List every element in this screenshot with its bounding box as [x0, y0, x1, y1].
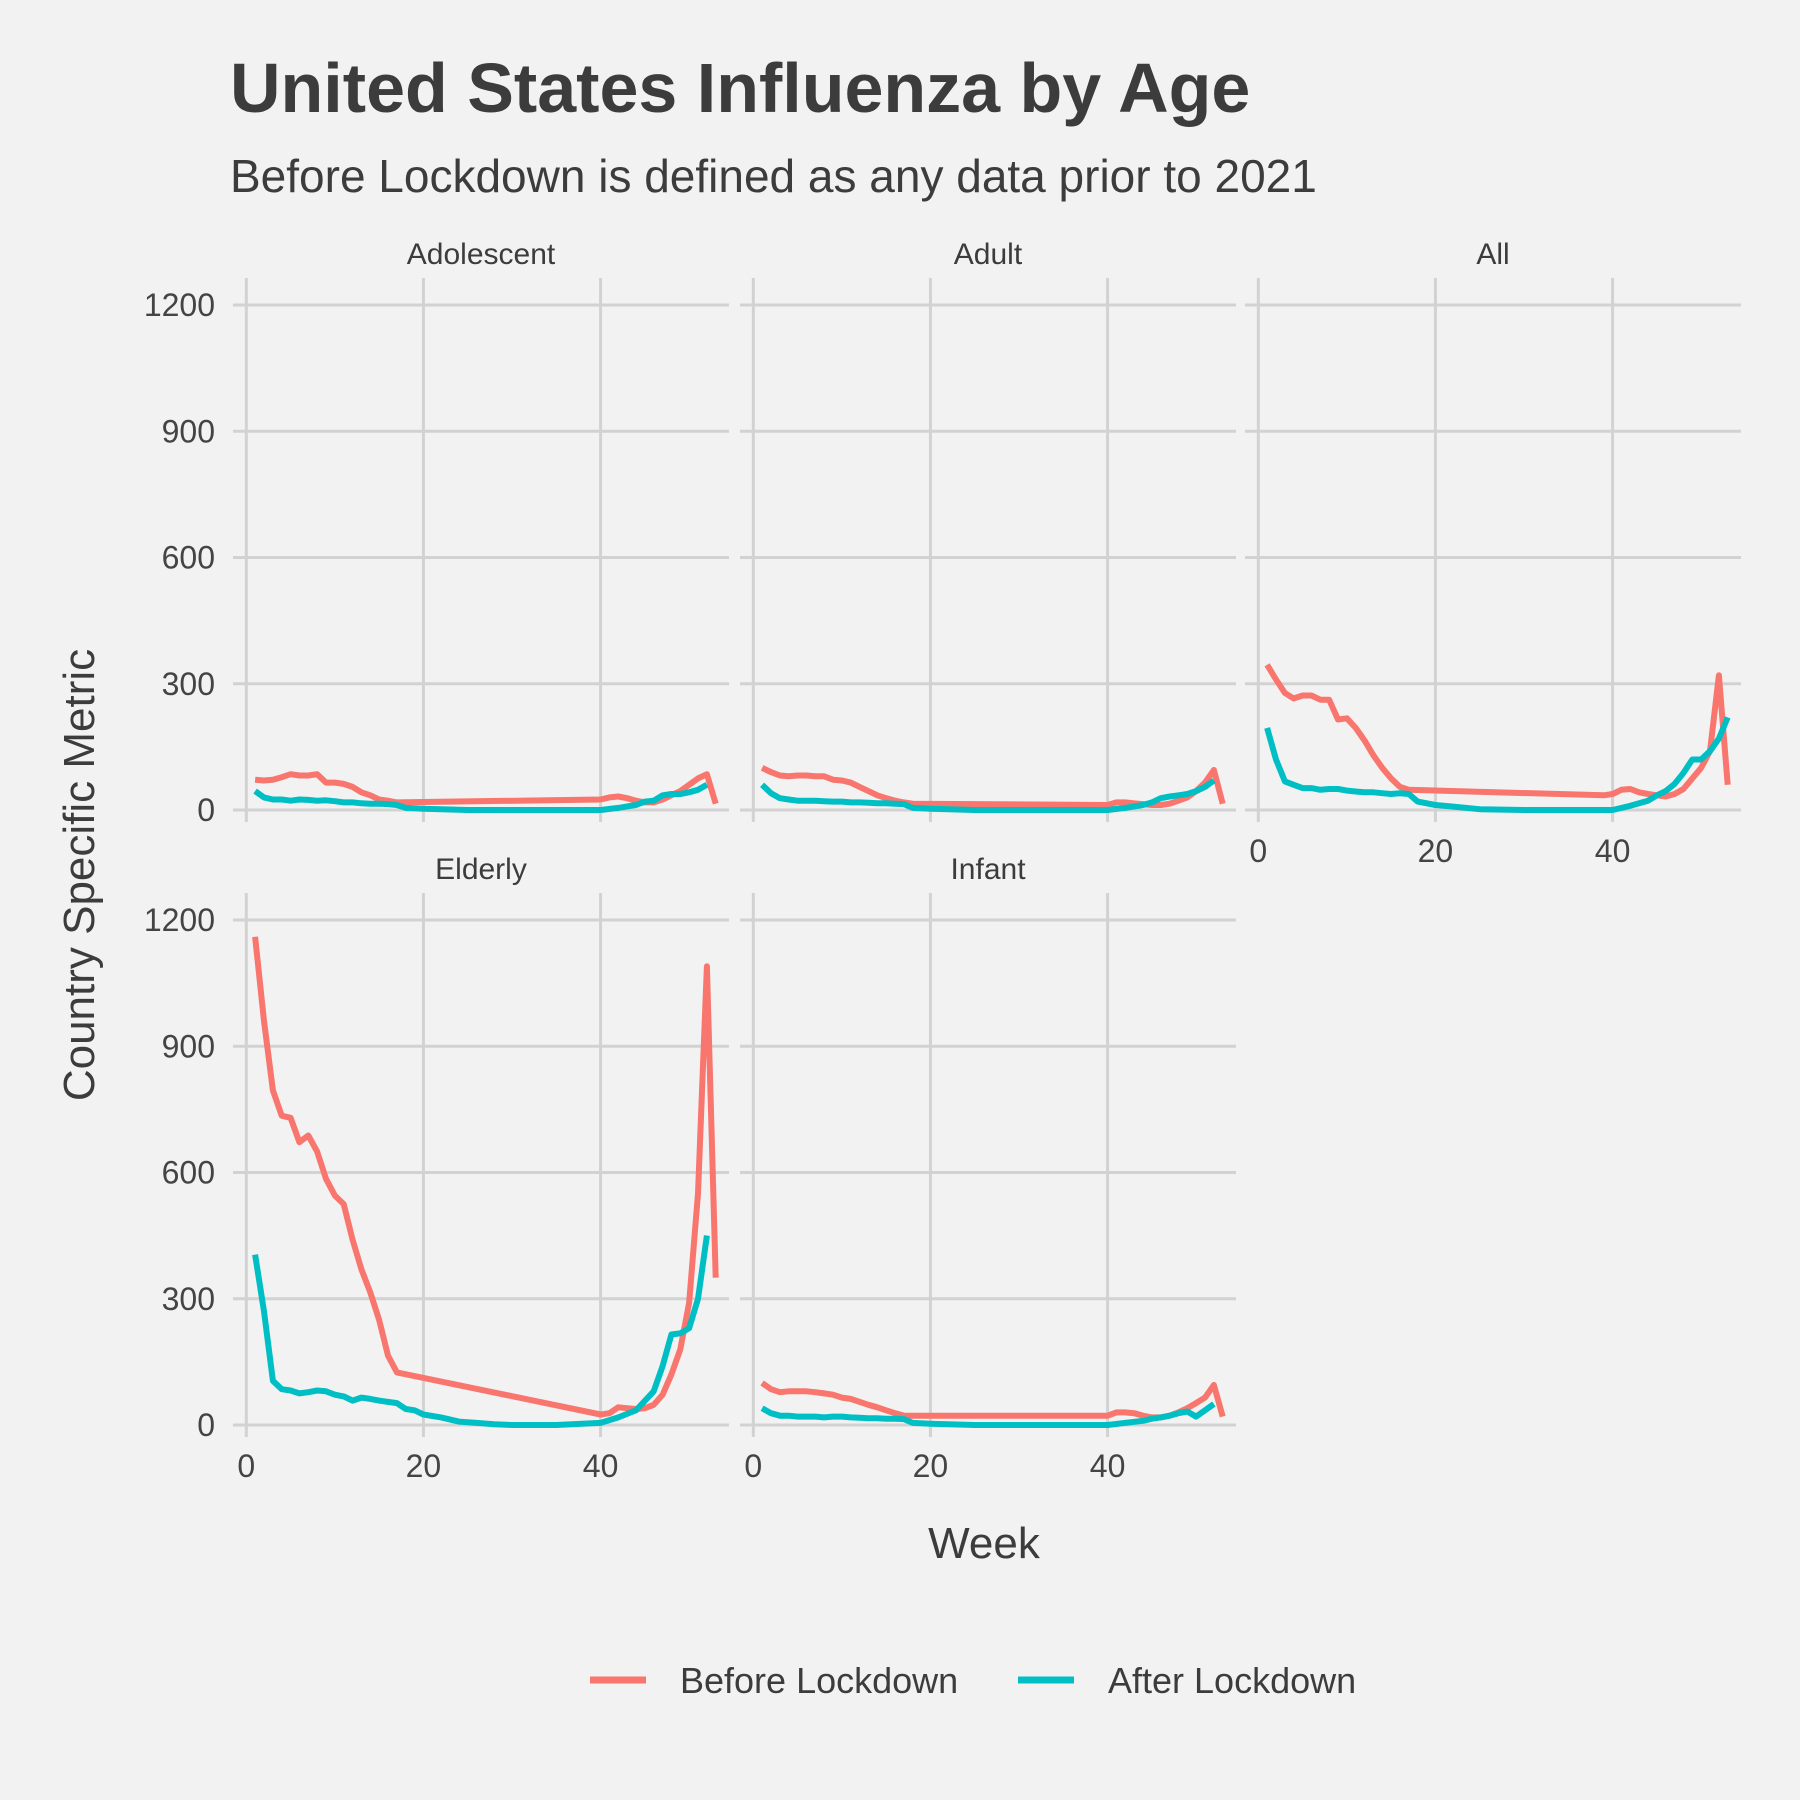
- facet-label: Infant: [950, 853, 1026, 886]
- chart-title: United States Influenza by Age: [230, 49, 1250, 127]
- x-tick-label: 20: [913, 1448, 949, 1484]
- x-tick-label: 0: [744, 1448, 762, 1484]
- facet-label: All: [1476, 238, 1509, 271]
- series-line-after-lockdown: [760, 1401, 1216, 1428]
- x-axis-title: Week: [928, 1519, 1041, 1568]
- y-tick-label: 0: [197, 792, 215, 828]
- facet-panel-elderly: Elderly 0 300 600 900 1200 0 20 40: [144, 853, 729, 1484]
- series-line-before-lockdown: [1264, 663, 1731, 800]
- facet-panel-all: All 0 20 40: [1245, 238, 1741, 869]
- y-axis-title: Country Specific Metric: [55, 649, 104, 1101]
- series-line-after-lockdown: [760, 778, 1216, 813]
- x-tick-label: 20: [1418, 833, 1454, 869]
- y-tick-label: 0: [197, 1407, 215, 1443]
- facet-panel-infant: Infant 0 20 40: [740, 853, 1236, 1484]
- series-line-after-lockdown: [1264, 716, 1731, 813]
- series-line-after-lockdown: [253, 782, 709, 813]
- facet-label: Adolescent: [407, 238, 556, 271]
- series-line-before-lockdown: [760, 1380, 1226, 1421]
- facet-panel-adolescent: Adolescent 0 300 600 900 1200: [144, 238, 729, 828]
- y-tick-label: 600: [162, 540, 215, 576]
- series-line-before-lockdown: [252, 936, 719, 1418]
- x-tick-label: 0: [1249, 833, 1267, 869]
- chart-subtitle: Before Lockdown is defined as any data p…: [230, 150, 1317, 202]
- x-tick-label: 0: [237, 1448, 255, 1484]
- x-tick-label: 40: [583, 1448, 619, 1484]
- y-tick-label: 1200: [144, 902, 215, 938]
- x-tick-label: 40: [1595, 833, 1631, 869]
- y-tick-label: 1200: [144, 287, 215, 323]
- legend-label-after-lockdown: After Lockdown: [1108, 1660, 1356, 1701]
- facet-label: Adult: [954, 238, 1023, 271]
- y-tick-label: 300: [162, 1281, 215, 1317]
- facet-panel-adult: Adult: [740, 238, 1236, 822]
- y-tick-label: 900: [162, 1028, 215, 1064]
- x-tick-label: 40: [1090, 1448, 1126, 1484]
- y-tick-label: 900: [162, 413, 215, 449]
- series-line-after-lockdown: [252, 1235, 710, 1428]
- y-tick-label: 300: [162, 666, 215, 702]
- x-tick-label: 20: [406, 1448, 442, 1484]
- legend-label-before-lockdown: Before Lockdown: [680, 1660, 958, 1701]
- legend: Before Lockdown After Lockdown: [590, 1660, 1356, 1701]
- y-tick-label: 600: [162, 1155, 215, 1191]
- facet-label: Elderly: [435, 853, 527, 886]
